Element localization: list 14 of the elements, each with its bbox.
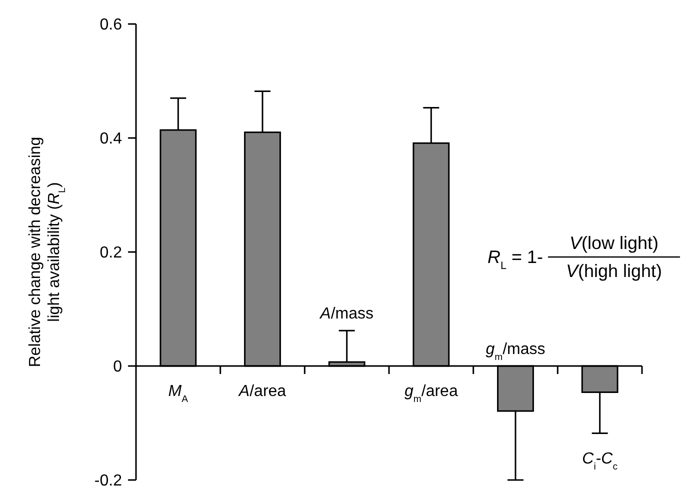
x-tick-label: C$_{i}$-C$_{c}$	[582, 450, 618, 472]
x-tick-label: g$_{m}$/mass	[486, 341, 546, 362]
y-tick-label: 0.2	[100, 244, 122, 262]
annotation: V(low light)	[569, 233, 659, 253]
y-tick-label: 0.6	[100, 16, 122, 34]
x-tick-label: A/mass	[319, 306, 374, 323]
y-tick-label: 0	[113, 358, 122, 376]
annotation: R$_{L}$ = 1-	[487, 247, 543, 272]
x-tick-label: M$_{A}$	[168, 383, 189, 404]
annotation: V(high light)	[566, 261, 662, 281]
x-tick-label: g$_{m}$/area	[404, 383, 458, 404]
y-tick-label: -0.2	[94, 472, 122, 490]
y-tick-label: 0.4	[100, 130, 122, 148]
x-tick-label: A/area	[238, 383, 286, 400]
